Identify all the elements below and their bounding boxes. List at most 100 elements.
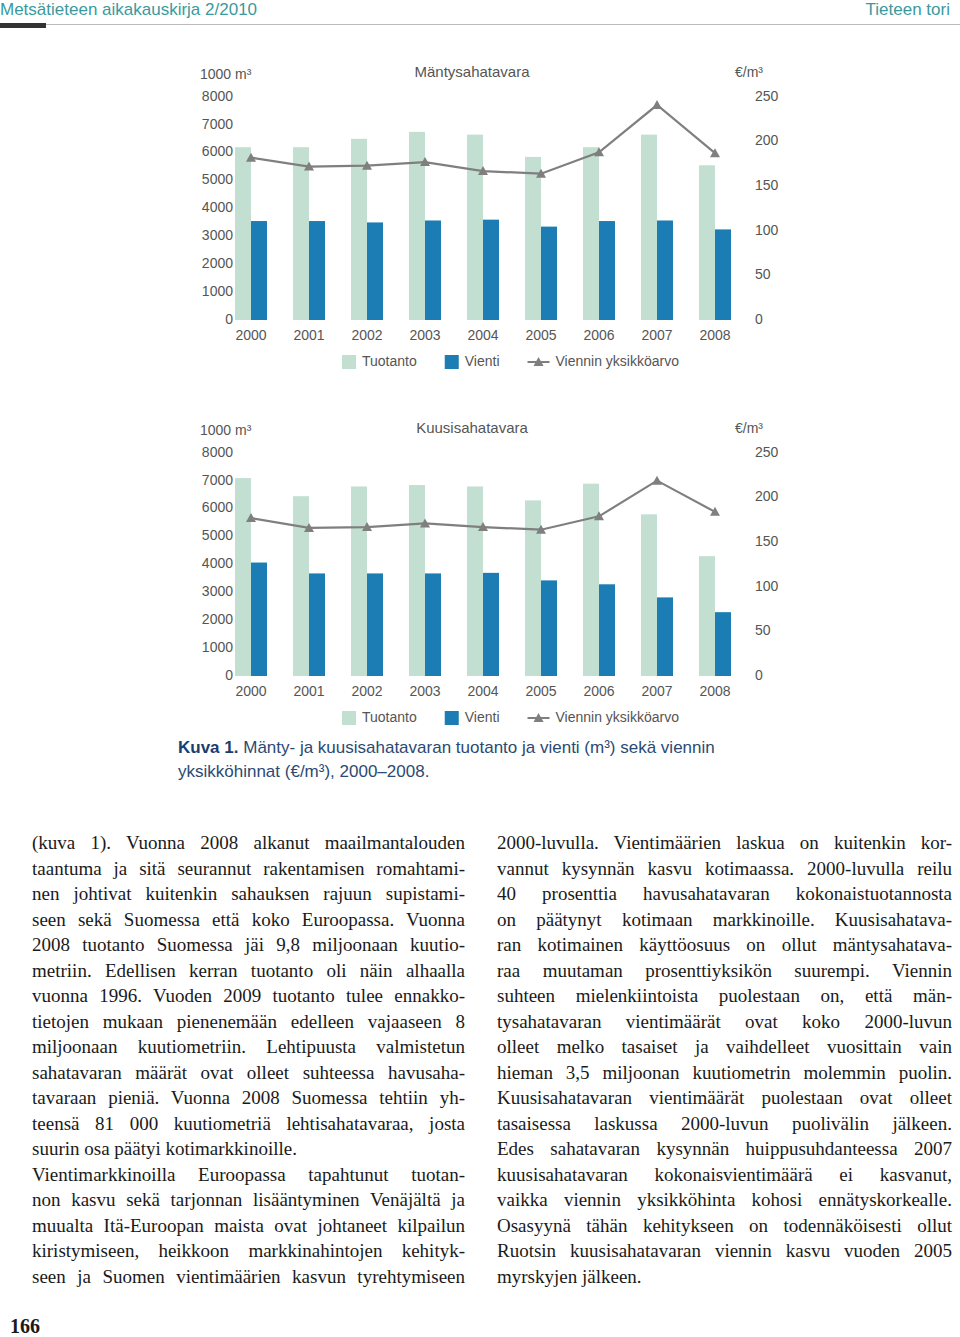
x-tick-label: 2008 — [699, 683, 730, 699]
bar — [715, 612, 731, 676]
y2-tick-label: 50 — [755, 622, 771, 638]
bar — [699, 165, 715, 320]
legend-label: Vienti — [465, 709, 500, 725]
marker — [420, 518, 430, 527]
chart: Kuusisahatavara1000 m³€/m³01000200030004… — [0, 411, 960, 741]
bar — [235, 478, 251, 676]
y-tick-label: 4000 — [202, 555, 233, 571]
x-tick-label: 2001 — [293, 683, 324, 699]
bar — [293, 147, 309, 320]
legend-label: Tuotanto — [362, 709, 417, 725]
y2-tick-label: 50 — [755, 266, 771, 282]
y2-tick-label: 250 — [755, 88, 779, 104]
text-line: Vientimarkkinoilla Euroopassa tapahtunut… — [32, 1162, 465, 1188]
text-column: 2000-luvulla. Vientimäärien laskua on ku… — [497, 830, 952, 1289]
marker — [304, 523, 314, 532]
text-line: myrskyjen jälkeen. — [497, 1264, 952, 1290]
bar — [483, 573, 499, 676]
legend-label: Vienti — [465, 353, 500, 369]
text-line: kuusisahatavaran kokonaisvientimäärä ei … — [497, 1162, 952, 1188]
text-line: seen sekä Suomessa että koko Euroopassa.… — [32, 907, 465, 933]
y-tick-label: 0 — [225, 311, 233, 327]
text-line: raa muutaman prosenttiyksikön suurempi. … — [497, 958, 952, 984]
caption-label: Kuva 1. — [178, 738, 238, 757]
marker — [420, 157, 430, 166]
text-line: olleet melko tasaiset ja vaihdelleet vuo… — [497, 1034, 952, 1060]
y-tick-label: 3000 — [202, 583, 233, 599]
text-line: vuonna 1996. Vuoden 2009 tuotanto tulee … — [32, 983, 465, 1009]
text-line: vaikka viennin yksikköhinta kohosi ennät… — [497, 1187, 952, 1213]
x-tick-label: 2004 — [467, 683, 498, 699]
text-line: non kasvu sekä tarjonnan lisääntyminen V… — [32, 1187, 465, 1213]
y2-tick-label: 0 — [755, 667, 763, 683]
y2-tick-label: 150 — [755, 533, 779, 549]
legend-label: Viennin yksikköarvo — [556, 353, 680, 369]
x-tick-label: 2003 — [409, 683, 440, 699]
text-line: kiristymiseen, heikkoon markkinahintojen… — [32, 1238, 465, 1264]
bar — [541, 227, 557, 320]
legend-label: Tuotanto — [362, 353, 417, 369]
line — [251, 105, 715, 174]
y-tick-label: 6000 — [202, 143, 233, 159]
marker — [362, 161, 372, 170]
text-line: 40 prosenttia havusahatavaran kokonaistu… — [497, 881, 952, 907]
legend-swatch — [342, 711, 356, 725]
x-tick-label: 2006 — [583, 683, 614, 699]
bar — [235, 147, 251, 320]
y-tick-label: 3000 — [202, 227, 233, 243]
text-line: sahatavaran määrät ovat olleet suhteessa… — [32, 1060, 465, 1086]
marker — [362, 522, 372, 531]
x-tick-label: 2005 — [525, 327, 556, 343]
y-axis-label: 1000 m³ — [200, 66, 252, 82]
x-tick-label: 2002 — [351, 683, 382, 699]
bar — [251, 221, 267, 320]
text-line: tysahatavaran vientimäärät ovat koko 200… — [497, 1009, 952, 1035]
y-tick-label: 5000 — [202, 171, 233, 187]
x-tick-label: 2008 — [699, 327, 730, 343]
x-tick-label: 2004 — [467, 327, 498, 343]
y-tick-label: 7000 — [202, 116, 233, 132]
x-tick-label: 2001 — [293, 327, 324, 343]
y2-axis-label: €/m³ — [735, 64, 763, 80]
marker — [246, 513, 256, 522]
marker — [478, 166, 488, 175]
section-title: Tieteen tori — [866, 0, 950, 20]
bar — [467, 486, 483, 676]
bar — [599, 584, 615, 676]
bar — [425, 220, 441, 320]
text-line: 2000-luvulla. Vientimäärien laskua on ku… — [497, 830, 952, 856]
text-line: taantuma ja sitä seurannut rakentamisen … — [32, 856, 465, 882]
marker — [710, 507, 720, 516]
bar — [425, 573, 441, 676]
y-tick-label: 5000 — [202, 527, 233, 543]
bar — [599, 221, 615, 320]
bar — [525, 500, 541, 676]
x-tick-label: 2007 — [641, 683, 672, 699]
bar — [309, 221, 325, 320]
bar — [351, 486, 367, 676]
y2-tick-label: 100 — [755, 578, 779, 594]
plot-area — [235, 100, 731, 320]
x-tick-label: 2002 — [351, 327, 382, 343]
y-tick-label: 7000 — [202, 472, 233, 488]
marker — [594, 511, 604, 520]
bar — [483, 220, 499, 320]
legend-swatch — [342, 355, 356, 369]
bar — [309, 573, 325, 676]
bar — [467, 135, 483, 320]
marker — [710, 148, 720, 157]
bar — [715, 229, 731, 320]
y2-tick-label: 250 — [755, 444, 779, 460]
x-tick-label: 2007 — [641, 327, 672, 343]
caption-line: yksikköhinnat (€/m³), 2000–2008. — [178, 760, 715, 784]
text-line: on päätynyt kotimaan markkinoille. Kuusi… — [497, 907, 952, 933]
y-tick-label: 8000 — [202, 88, 233, 104]
text-line: muualta Itä-Euroopan maista ovat johtane… — [32, 1213, 465, 1239]
text-line: tavaraan pieniä. Vuonna 2008 Suomessa te… — [32, 1085, 465, 1111]
marker — [246, 153, 256, 162]
header-rule — [0, 24, 960, 25]
bar — [641, 514, 657, 676]
bar — [583, 147, 599, 320]
marker — [594, 147, 604, 156]
text-line: miljoonaan kuutiometriin. Lehtipuusta va… — [32, 1034, 465, 1060]
